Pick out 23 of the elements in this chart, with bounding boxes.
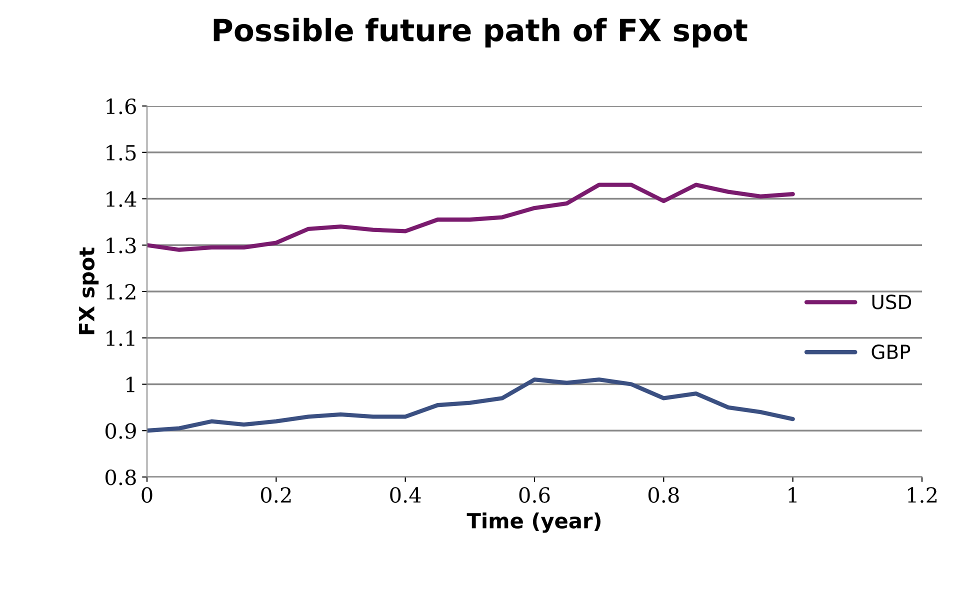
y-tick-label: 0.9 — [106, 423, 136, 439]
y-tick-label: 1.5 — [106, 144, 136, 161]
x-tick-label: 1.2 — [908, 487, 937, 503]
y-tick-label: 1.6 — [106, 98, 136, 114]
legend-label: GBP — [872, 344, 910, 360]
line-series — [147, 182, 795, 252]
y-tick-label: 1.2 — [106, 284, 136, 300]
line-series — [147, 378, 795, 433]
y-axis-title: FX spot — [79, 247, 99, 334]
y-tick-label: 1.3 — [106, 238, 136, 254]
x-tick-label: 0 — [142, 487, 152, 503]
x-tick-label: 0.6 — [519, 487, 550, 503]
x-tick-label: 0.8 — [648, 487, 679, 503]
x-axis-title: Time (year) — [466, 512, 600, 533]
x-tick-label: 0.2 — [260, 487, 291, 503]
y-tick-label: 1 — [126, 376, 134, 392]
chart-title: Possible future path of FX spot — [214, 18, 748, 48]
y-tick-label: 1.1 — [106, 330, 134, 346]
legend-label: USD — [872, 294, 912, 310]
x-tick-label: 1 — [788, 487, 796, 503]
x-tick-label: 0.4 — [390, 487, 421, 503]
y-tick-label: 1.4 — [106, 191, 136, 207]
y-tick-label: 0.8 — [106, 469, 136, 486]
